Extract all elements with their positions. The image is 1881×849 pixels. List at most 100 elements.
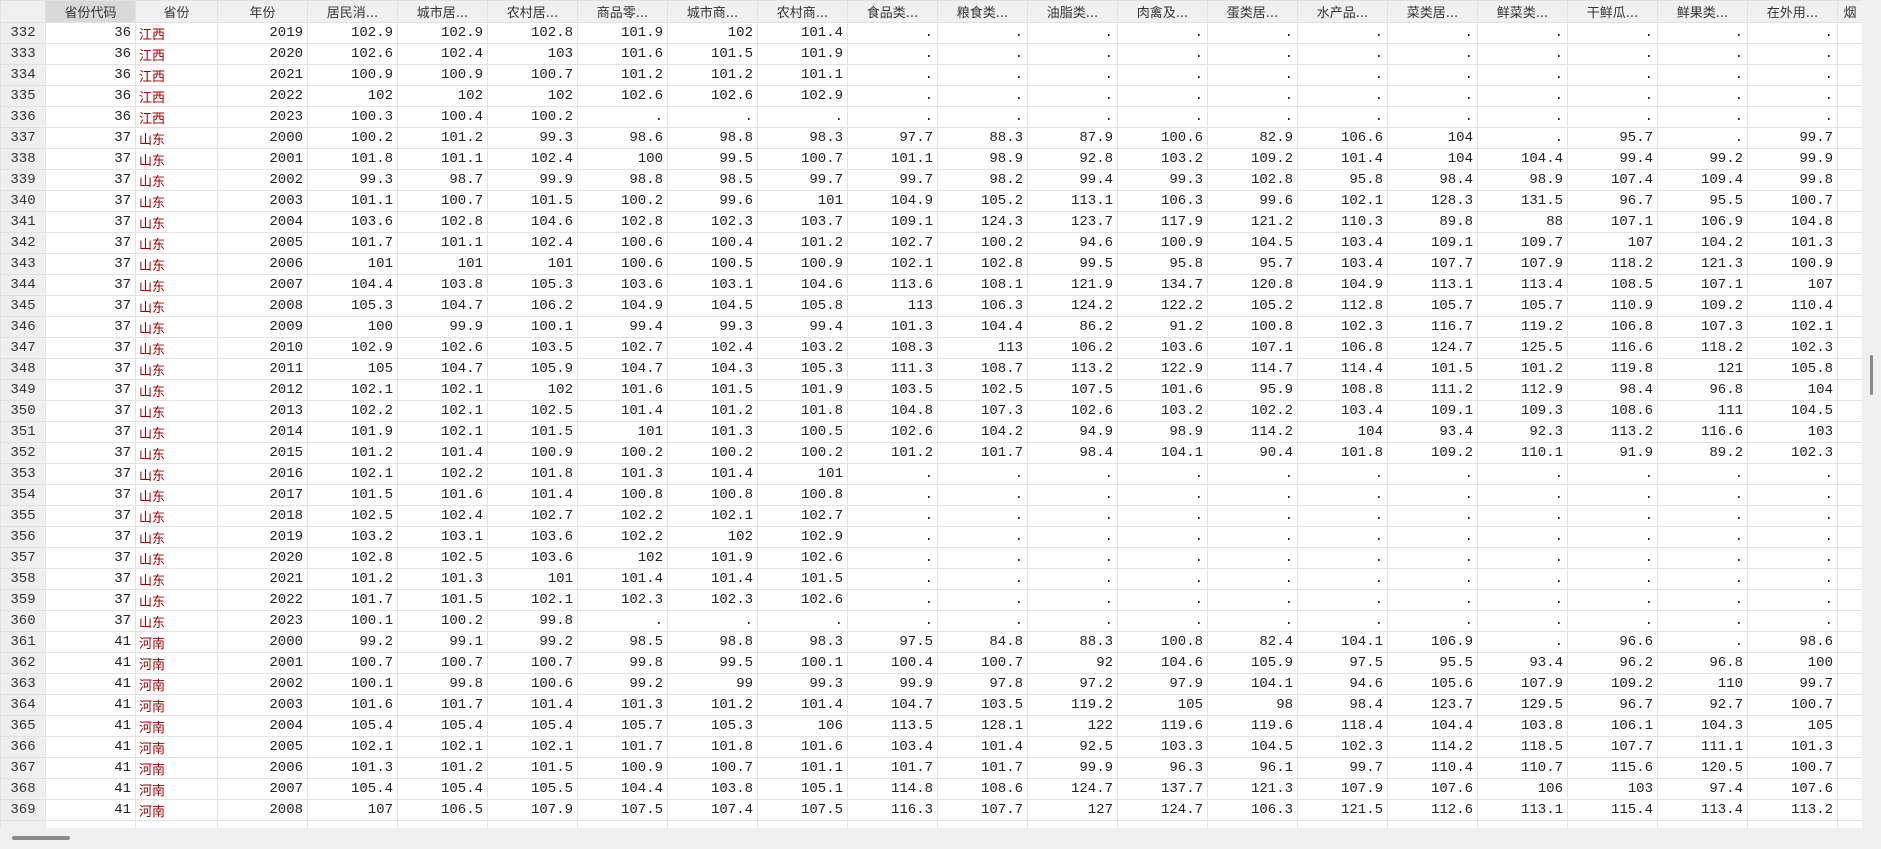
data-cell[interactable]: 37 xyxy=(45,169,136,191)
data-cell[interactable]: 101.5 xyxy=(487,190,578,212)
row-number[interactable]: 358 xyxy=(0,568,46,590)
data-cell[interactable]: 104 xyxy=(1297,421,1388,443)
data-cell[interactable]: 98.9 xyxy=(937,148,1028,170)
data-cell[interactable]: 104.6 xyxy=(487,211,578,233)
data-cell[interactable]: . xyxy=(1207,484,1298,506)
data-cell[interactable]: 103.3 xyxy=(1117,736,1208,758)
data-cell[interactable]: . xyxy=(1027,484,1118,506)
data-cell[interactable]: 2020 xyxy=(217,547,308,569)
data-cell[interactable]: 101.4 xyxy=(487,694,578,716)
data-cell[interactable]: 100.2 xyxy=(577,190,668,212)
data-cell[interactable]: 100.9 xyxy=(577,757,668,779)
data-cell[interactable]: 2014 xyxy=(217,421,308,443)
data-cell[interactable]: 102.1 xyxy=(397,736,488,758)
data-cell[interactable]: 102.7 xyxy=(577,337,668,359)
data-cell[interactable]: 101.3 xyxy=(307,757,398,779)
data-cell[interactable] xyxy=(1837,589,1862,611)
data-cell[interactable]: 98.5 xyxy=(667,169,758,191)
data-cell[interactable]: 102.9 xyxy=(757,85,848,107)
data-cell[interactable]: 102.8 xyxy=(1207,169,1298,191)
data-cell[interactable]: 100.7 xyxy=(1747,757,1838,779)
data-cell[interactable]: 100.6 xyxy=(577,232,668,254)
province-cell[interactable]: 山东 xyxy=(135,568,218,590)
data-cell[interactable]: 100 xyxy=(577,148,668,170)
data-cell[interactable]: . xyxy=(1567,505,1658,527)
data-cell[interactable]: 96.7 xyxy=(1567,694,1658,716)
data-cell[interactable]: 104.3 xyxy=(1657,715,1748,737)
data-cell[interactable]: 120.8 xyxy=(1207,274,1298,296)
data-cell[interactable]: 103.1 xyxy=(397,526,488,548)
row-number[interactable]: 350 xyxy=(0,400,46,422)
data-cell[interactable]: 101.4 xyxy=(667,463,758,485)
data-cell[interactable]: 95.8 xyxy=(1297,169,1388,191)
data-cell[interactable]: 113.2 xyxy=(1027,358,1118,380)
data-cell[interactable]: 114.2 xyxy=(1387,736,1478,758)
data-cell[interactable]: 121 xyxy=(1657,358,1748,380)
data-cell[interactable]: 103.6 xyxy=(1117,337,1208,359)
data-cell[interactable]: 92.3 xyxy=(1477,421,1568,443)
data-cell[interactable]: 106.3 xyxy=(937,295,1028,317)
data-cell[interactable]: . xyxy=(1747,43,1838,65)
data-cell[interactable]: 97.8 xyxy=(937,673,1028,695)
data-cell[interactable]: . xyxy=(1027,610,1118,632)
data-cell[interactable]: 102.3 xyxy=(577,589,668,611)
data-cell[interactable]: . xyxy=(1567,106,1658,128)
data-cell[interactable] xyxy=(1207,820,1298,828)
data-cell[interactable]: 98 xyxy=(1207,694,1298,716)
data-cell[interactable]: 121.9 xyxy=(1027,274,1118,296)
data-cell[interactable]: 82.4 xyxy=(1207,631,1298,653)
data-cell[interactable]: 97.5 xyxy=(847,631,938,653)
data-cell[interactable]: . xyxy=(1297,43,1388,65)
data-cell[interactable]: 36 xyxy=(45,85,136,107)
data-cell[interactable]: 100.7 xyxy=(397,190,488,212)
data-cell[interactable]: 103.5 xyxy=(937,694,1028,716)
data-cell[interactable]: 116.6 xyxy=(1657,421,1748,443)
data-cell[interactable]: . xyxy=(1477,106,1568,128)
data-cell[interactable]: . xyxy=(1747,463,1838,485)
data-cell[interactable]: 101.4 xyxy=(667,568,758,590)
data-cell[interactable]: . xyxy=(937,610,1028,632)
data-cell[interactable]: 118.2 xyxy=(1567,253,1658,275)
data-cell[interactable]: . xyxy=(1477,610,1568,632)
data-cell[interactable]: 102.1 xyxy=(847,253,938,275)
row-number[interactable]: 333 xyxy=(0,43,46,65)
data-cell[interactable]: 94.6 xyxy=(1027,232,1118,254)
data-cell[interactable]: . xyxy=(1567,568,1658,590)
data-cell[interactable]: 103 xyxy=(1747,421,1838,443)
data-cell[interactable]: 101.2 xyxy=(667,400,758,422)
data-cell[interactable]: 2019 xyxy=(217,526,308,548)
data-cell[interactable]: 2004 xyxy=(217,715,308,737)
data-cell[interactable]: 104.4 xyxy=(1477,148,1568,170)
data-cell[interactable]: 107.6 xyxy=(1387,778,1478,800)
data-cell[interactable]: 98.7 xyxy=(397,169,488,191)
province-cell[interactable]: 山东 xyxy=(135,232,218,254)
data-cell[interactable]: 102.8 xyxy=(487,22,578,44)
data-cell[interactable]: . xyxy=(1747,22,1838,44)
data-cell[interactable]: 37 xyxy=(45,337,136,359)
data-cell[interactable]: 88.3 xyxy=(937,127,1028,149)
data-cell[interactable]: 92.5 xyxy=(1027,736,1118,758)
data-cell[interactable]: 105.8 xyxy=(1747,358,1838,380)
data-cell[interactable] xyxy=(1837,169,1862,191)
data-cell[interactable]: 89.8 xyxy=(1387,211,1478,233)
data-cell[interactable]: 102.4 xyxy=(397,505,488,527)
row-number[interactable]: 343 xyxy=(0,253,46,275)
data-cell[interactable]: 108.7 xyxy=(937,358,1028,380)
data-cell[interactable]: 96.8 xyxy=(1657,379,1748,401)
data-cell[interactable]: 101.9 xyxy=(307,421,398,443)
data-cell[interactable]: 84.8 xyxy=(937,631,1028,653)
data-cell[interactable]: . xyxy=(1297,610,1388,632)
data-cell[interactable]: 101 xyxy=(487,253,578,275)
province-cell[interactable]: 山东 xyxy=(135,505,218,527)
data-cell[interactable] xyxy=(1837,547,1862,569)
data-cell[interactable]: 2001 xyxy=(217,652,308,674)
data-cell[interactable]: 102.5 xyxy=(307,505,398,527)
data-cell[interactable]: 99.7 xyxy=(1297,757,1388,779)
data-cell[interactable]: 37 xyxy=(45,484,136,506)
data-cell[interactable]: 100.6 xyxy=(487,673,578,695)
data-cell[interactable]: 106.9 xyxy=(1387,631,1478,653)
data-cell[interactable]: 2000 xyxy=(217,631,308,653)
data-cell[interactable]: . xyxy=(1027,505,1118,527)
column-header[interactable]: 粮食类... xyxy=(937,0,1028,23)
data-cell[interactable]: 110.4 xyxy=(1747,295,1838,317)
